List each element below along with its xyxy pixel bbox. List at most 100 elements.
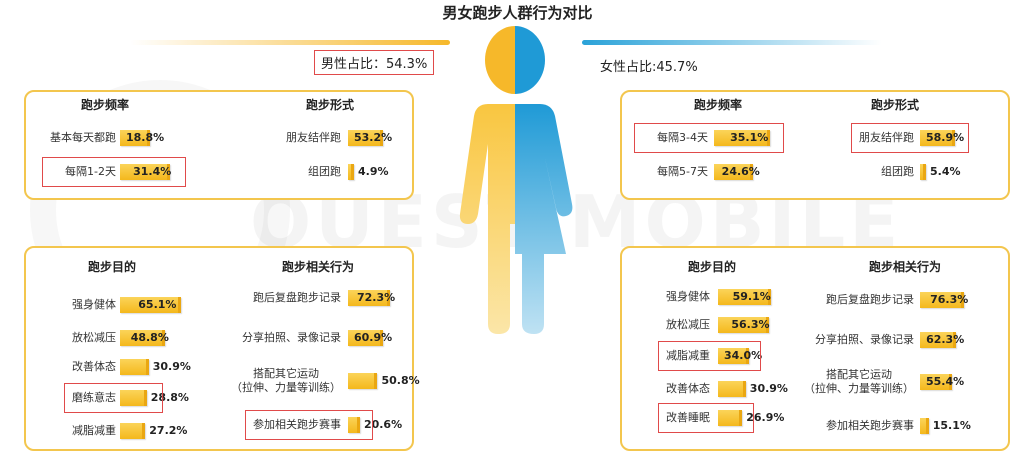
chart-title: 男女跑步人群行为对比 (442, 4, 593, 22)
male-4-bar-4 (120, 423, 146, 439)
female-2-bar-row-0: 每隔3-4天 35.1% (0, 127, 771, 149)
female-6-highlight-box-2 (658, 341, 761, 371)
female-6-bar-row-0: 强身健体 59.1% (0, 286, 772, 308)
male-4-chart-heading: 跑步目的 (87, 260, 137, 274)
female-7-chart-heading: 跑步相关行为 (868, 260, 942, 274)
male-4-bar-row-2: 改善体态 30.9% (0, 356, 191, 378)
male-5-bar-row-0: 跑后复盘跑步记录 72.3% (0, 287, 395, 309)
male-0-value-label-0: 18.8% (126, 131, 165, 144)
male-5-bar-row-3: 参加相关跑步赛事 20.6% (0, 414, 402, 436)
female-6-bar-row-3: 改善体态 30.9% (0, 378, 788, 400)
male-head (485, 26, 515, 94)
female-7-value-label-2: 55.4% (926, 375, 965, 388)
male-4-bar-1 (120, 330, 166, 346)
female-6-bar-1 (718, 317, 769, 333)
female-6-bar-row-4: 改善睡眠 26.9% (0, 407, 784, 429)
female-body (515, 104, 573, 334)
male-4-bar-2 (120, 359, 149, 375)
female-6-chart-heading: 跑步目的 (687, 260, 737, 274)
male-4-category-label-3: 磨练意志 (72, 391, 116, 404)
male-5-value-label-3: 20.6% (363, 418, 403, 431)
female-2-bar-row-1: 每隔5-7天 24.6% (0, 161, 760, 183)
female-7-category-label-3: 参加相关跑步赛事 (826, 419, 914, 432)
male-4-bar-row-0: 强身健体 65.1% (0, 294, 181, 316)
male-4-bar-row-1: 放松减压 48.8% (0, 327, 169, 349)
female-6-value-label-1: 56.3% (731, 318, 770, 331)
male-5-bar-2 (348, 373, 378, 389)
male-5-bar-1 (348, 330, 384, 346)
female-7-bar-row-0: 跑后复盘跑步记录 76.3% (0, 289, 968, 311)
female-7-category-label-2: 搭配其它运动 （拉伸、力量等训练） (804, 368, 914, 395)
female-6-value-label-0: 59.1% (732, 290, 771, 303)
male-4-value-label-3: 28.8% (150, 391, 189, 404)
female-6-value-label-4: 26.9% (746, 411, 785, 424)
female-7-bar-1 (920, 332, 957, 348)
female-7-value-label-1: 62.3% (926, 333, 965, 346)
male-4-value-label-0: 65.1% (138, 298, 177, 311)
female-6-value-label-2: 34.0% (724, 349, 763, 362)
male-4-category-label-1: 放松减压 (72, 331, 116, 344)
male-1-chart-heading: 跑步形式 (305, 98, 355, 112)
female-6-category-label-2: 减脂减重 (666, 349, 710, 362)
female-ratio-label: 女性占比:45.7% (600, 60, 698, 75)
female-3-bar-1 (920, 164, 926, 180)
female-6-category-label-3: 改善体态 (666, 382, 710, 395)
male-5-bar-0 (348, 290, 390, 306)
male-ratio-label: 男性占比：54.3% (314, 50, 435, 75)
male-body (459, 104, 515, 334)
male-0-value-label-1: 31.4% (133, 165, 172, 178)
male-accent-line (130, 40, 450, 45)
female-7-bar-3 (920, 418, 929, 434)
gender-figure-icon (459, 26, 573, 334)
male-4-category-label-4: 减脂减重 (72, 424, 116, 437)
female-7-category-label-1: 分享拍照、录像记录 (815, 333, 914, 346)
male-4-bar-row-4: 减脂减重 27.2% (0, 420, 187, 442)
female-3-category-label-1: 组团跑 (881, 165, 914, 178)
female-3-bar-row-0: 朋友结伴跑 58.9% (0, 127, 964, 149)
female-3-category-label-0: 朋友结伴跑 (859, 131, 914, 144)
female-6-bar-0 (718, 289, 772, 305)
male-4-highlight-box-3 (64, 383, 163, 413)
male-0-chart-heading: 跑步频率 (80, 98, 130, 112)
male-1-category-label-1: 组团跑 (308, 165, 341, 178)
male-5-chart-heading: 跑步相关行为 (281, 260, 355, 274)
female-2-value-label-1: 24.6% (721, 165, 760, 178)
female-6-bar-row-2: 减脂减重 34.0% (0, 345, 762, 367)
male-1-category-label-0: 朋友结伴跑 (286, 131, 341, 144)
male-0-bar-row-0: 基本每天都跑 18.8% (0, 127, 164, 149)
male-0-bar-0 (120, 130, 151, 146)
female-3-chart-heading: 跑步形式 (870, 98, 920, 112)
male-5-bar-row-2: 搭配其它运动 （拉伸、力量等训练） 50.8% (0, 367, 420, 394)
female-bottom-panel (620, 246, 1010, 451)
female-7-bar-row-3: 参加相关跑步赛事 15.1% (0, 415, 971, 437)
female-3-highlight-box-0 (851, 123, 970, 153)
female-2-highlight-box-0 (634, 123, 785, 153)
female-6-value-label-3: 30.9% (749, 382, 788, 395)
female-7-bar-row-2: 搭配其它运动 （拉伸、力量等训练） 55.4% (0, 368, 964, 395)
male-5-category-label-1: 分享拍照、录像记录 (242, 331, 341, 344)
female-3-value-label-1: 5.4% (930, 165, 961, 178)
male-0-bar-1 (120, 164, 171, 180)
female-6-category-label-1: 放松减压 (666, 318, 710, 331)
female-7-bar-row-1: 分享拍照、录像记录 62.3% (0, 329, 964, 351)
female-7-value-label-3: 15.1% (932, 419, 971, 432)
female-6-bar-4 (718, 410, 743, 426)
female-6-bar-row-1: 放松减压 56.3% (0, 314, 770, 336)
female-7-category-label-0: 跑后复盘跑步记录 (826, 293, 914, 306)
male-4-value-label-2: 30.9% (152, 360, 191, 373)
female-accent-line (582, 40, 882, 45)
male-5-value-label-0: 72.3% (356, 291, 396, 304)
male-4-bar-row-3: 磨练意志 28.8% (0, 387, 189, 409)
male-0-category-label-0: 基本每天都跑 (50, 131, 116, 144)
male-4-category-label-2: 改善体态 (72, 360, 116, 373)
male-1-bar-1 (348, 164, 354, 180)
male-1-bar-row-1: 组团跑 4.9% (0, 161, 389, 183)
male-4-bar-0 (120, 297, 181, 313)
male-0-bar-row-1: 每隔1-2天 31.4% (0, 161, 171, 183)
female-2-value-label-0: 35.1% (730, 131, 769, 144)
male-1-value-label-1: 4.9% (358, 165, 389, 178)
female-6-highlight-box-4 (658, 403, 755, 433)
female-2-category-label-1: 每隔5-7天 (657, 165, 708, 178)
female-2-bar-0 (714, 130, 771, 146)
male-5-highlight-box-3 (245, 410, 373, 440)
